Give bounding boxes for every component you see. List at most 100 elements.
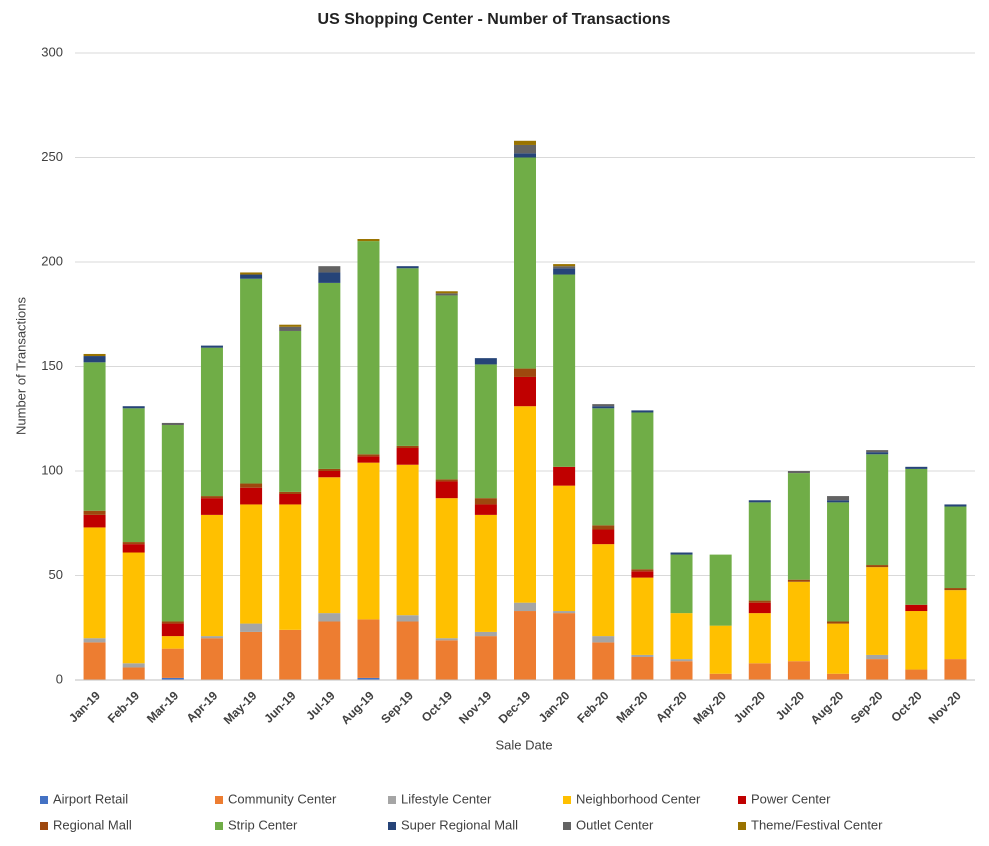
bar-segment: [279, 493, 302, 505]
bar-segment: [357, 619, 380, 678]
bar-segment: [827, 621, 850, 624]
y-tick-label: 200: [41, 253, 63, 268]
bar-segment: [905, 466, 928, 469]
bar-segment: [122, 406, 145, 409]
bar-segment: [435, 295, 458, 480]
bar-segment: [592, 525, 615, 530]
bar-segment: [474, 631, 497, 637]
bar-segment: [318, 621, 341, 680]
bar-segment: [866, 450, 889, 453]
bar-segment: [553, 268, 576, 275]
bar-segment: [631, 654, 654, 658]
bar-segment: [866, 452, 889, 455]
bar-segment: [592, 408, 615, 526]
x-tick-label: Feb-20: [574, 688, 611, 725]
bar-segment: [200, 498, 223, 515]
bar-segment: [631, 410, 654, 413]
bar-segment: [318, 613, 341, 622]
bar-segment: [631, 571, 654, 578]
y-tick-label: 50: [49, 567, 63, 582]
bar-segment: [279, 504, 302, 630]
legend-swatch: [215, 796, 223, 804]
legend-label: Power Center: [751, 791, 831, 806]
bar-segment: [122, 408, 145, 543]
bar-segment: [748, 600, 771, 603]
bar-segment: [83, 527, 106, 639]
bar-segment: [905, 604, 928, 612]
bar-segment: [748, 502, 771, 601]
bar-segment: [240, 631, 263, 680]
bar-segment: [357, 454, 380, 457]
bar-segment: [787, 579, 810, 582]
bar-segment: [827, 673, 850, 680]
bar-segment: [240, 272, 263, 275]
bar-segment: [122, 667, 145, 680]
bar-segment: [514, 144, 536, 154]
bar-segment: [787, 581, 810, 662]
bar-segment: [905, 669, 928, 680]
bar-segment: [553, 613, 576, 680]
legend-swatch: [738, 796, 746, 804]
bar-segment: [553, 264, 576, 267]
bar-segment: [748, 602, 771, 614]
bar-segment: [279, 326, 302, 331]
bar-segment: [514, 611, 536, 680]
legend-label: Strip Center: [228, 817, 298, 832]
chart-title: US Shopping Center - Number of Transacti…: [318, 11, 671, 28]
bar-segment: [122, 542, 145, 545]
x-tick-label: Apr-20: [653, 688, 690, 725]
bar-segment: [514, 368, 536, 377]
x-tick-label: Aug-20: [808, 688, 847, 727]
bar-segment: [670, 552, 693, 555]
bar-segment: [83, 353, 106, 357]
bar-segment: [396, 266, 419, 269]
y-tick-label: 300: [41, 44, 63, 59]
bar-segment: [200, 496, 223, 499]
bar-segment: [592, 642, 615, 680]
legend-swatch: [563, 796, 571, 804]
y-tick-label: 100: [41, 462, 63, 477]
bar-segment: [827, 500, 850, 503]
x-tick-label: Sep-19: [378, 688, 416, 726]
legend-swatch: [40, 822, 48, 830]
bar-segment: [83, 642, 106, 680]
bar-segment: [787, 473, 810, 580]
bar-segment: [240, 487, 263, 505]
bar-segment: [748, 613, 771, 664]
bar-segment: [748, 500, 771, 503]
bar-segment: [318, 272, 341, 283]
bar-segment: [944, 588, 967, 591]
x-tick-label: Jan-20: [536, 688, 573, 725]
bar-segment: [161, 623, 184, 637]
bar-segment: [83, 514, 106, 528]
bar-segment: [514, 153, 536, 158]
bar-segment: [474, 498, 497, 505]
bar-segment: [161, 636, 184, 649]
bar-segment: [279, 629, 302, 680]
bar-segment: [396, 448, 419, 465]
bar-segment: [592, 544, 615, 637]
bar-segment: [787, 661, 810, 680]
legend-label: Neighborhood Center: [576, 791, 701, 806]
bar-segment: [592, 529, 615, 545]
bar-segment: [905, 611, 928, 670]
y-axis-title: Number of Transactions: [13, 297, 28, 436]
x-tick-label: Jun-19: [261, 688, 298, 725]
bar-segment: [474, 504, 497, 515]
bar-segment: [357, 241, 380, 455]
bar-segment: [240, 274, 263, 279]
bar-segment: [514, 140, 536, 145]
x-tick-label: Nov-20: [926, 688, 964, 726]
legend-label: Regional Mall: [53, 817, 132, 832]
bar-segment: [435, 640, 458, 680]
bar-segment: [787, 471, 810, 474]
y-tick-label: 150: [41, 358, 63, 373]
bar-segment: [161, 677, 184, 680]
bar-segment: [357, 456, 380, 463]
bar-segment: [631, 577, 654, 655]
bar-segment: [396, 615, 419, 622]
bar-segment: [279, 330, 302, 492]
legend-swatch: [215, 822, 223, 830]
bar-segment: [396, 268, 419, 446]
